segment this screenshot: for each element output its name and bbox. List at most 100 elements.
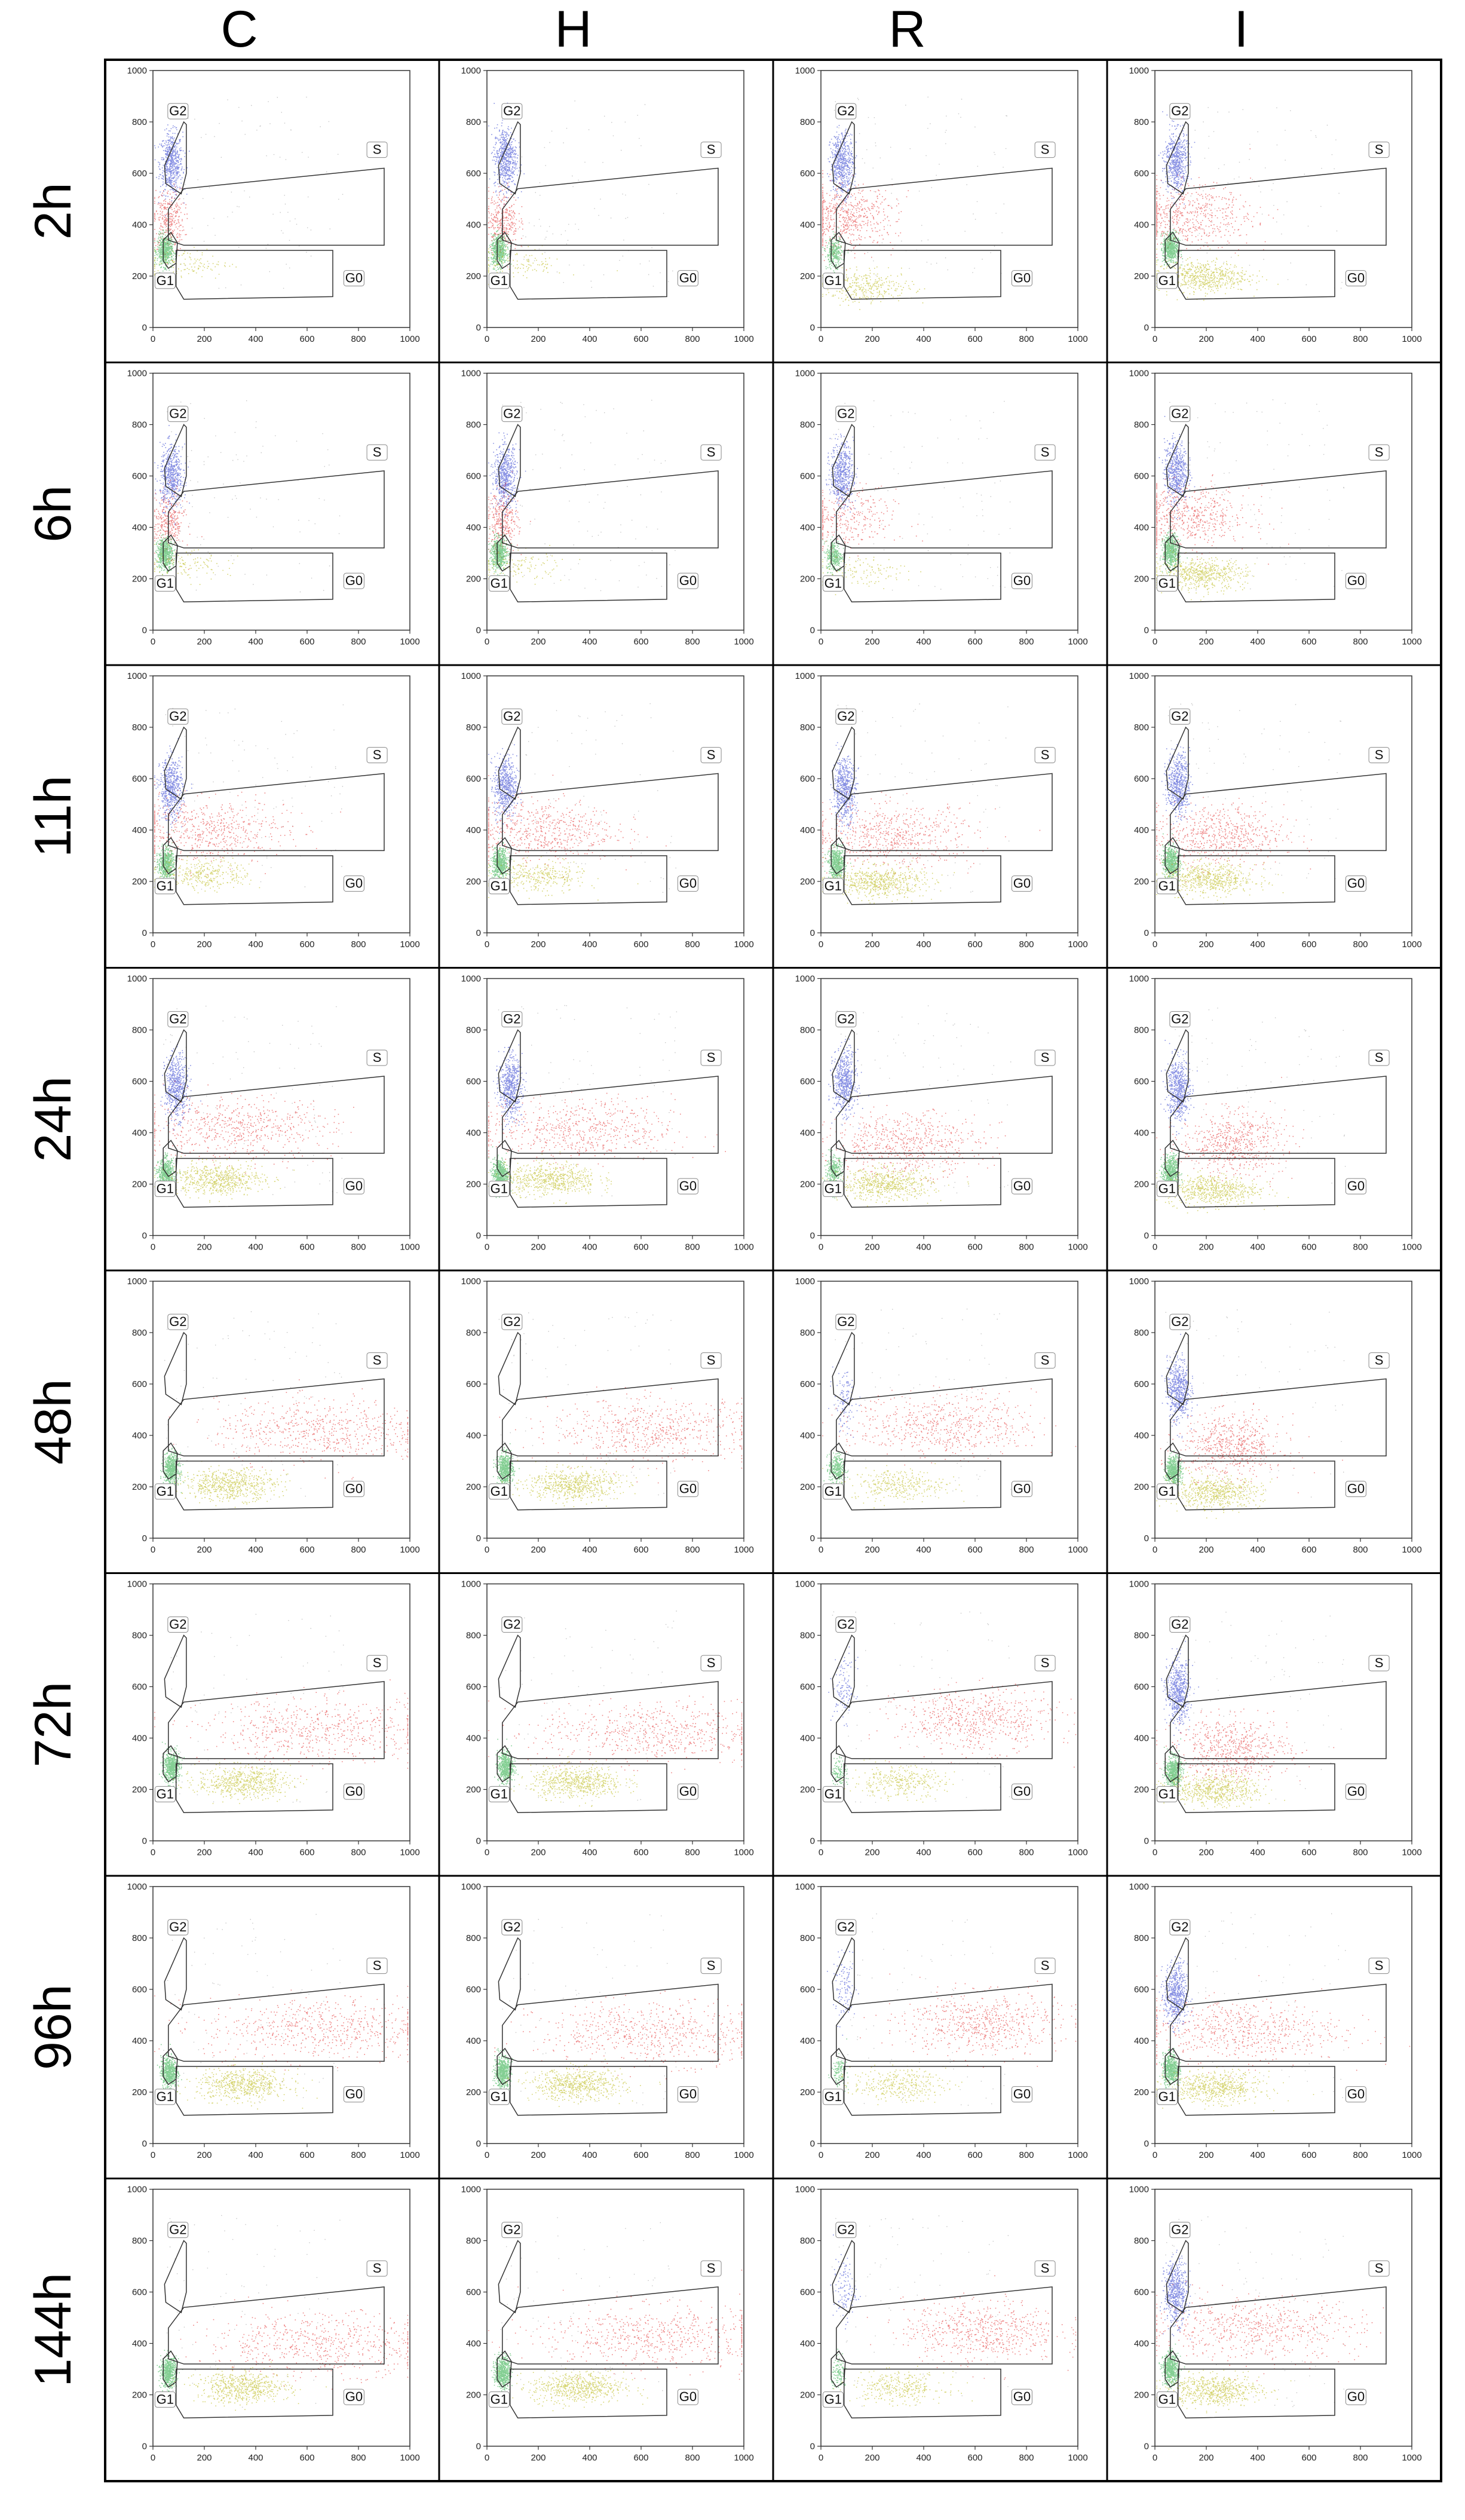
gate-g1	[1164, 534, 1180, 572]
gate-label-g0: G0	[1013, 2389, 1031, 2404]
x-tick-label: 1000	[734, 334, 753, 344]
gate-label-box	[677, 1481, 698, 1498]
y-tick-label: 600	[466, 471, 481, 482]
y-tick-label: 600	[1134, 1379, 1149, 1389]
x-tick-label: 1000	[1068, 939, 1087, 950]
y-tick-label: 800	[132, 722, 147, 733]
x-tick-label: 800	[685, 2453, 700, 2463]
y-tick-label: 0	[476, 2442, 481, 2452]
gate-g1	[163, 1745, 178, 1783]
panel-24h-c: 0 200 400 600 800 1000 0 200 400 600 800 1000 G2 S G1 G…	[104, 967, 440, 1272]
x-tick-label: 200	[865, 1242, 879, 1253]
gate-label-box	[366, 1352, 388, 1369]
y-tick-label: 0	[1144, 2139, 1149, 2149]
x-tick-label: 0	[485, 637, 489, 647]
panel-144h-r: 0 200 400 600 800 1000 0 200 400 600 800 1000 G2 S G1 G…	[772, 2178, 1108, 2482]
panel-96h-r: 0 200 400 600 800 1000 0 200 400 600 800 1000 G2 S G1 G…	[772, 1875, 1108, 2179]
population-g0	[842, 1758, 955, 1803]
column-header-r: R	[888, 1, 925, 58]
row-header-72h: 72h	[24, 1682, 82, 1768]
gate-g2	[1166, 424, 1189, 498]
x-tick-label: 600	[299, 637, 314, 647]
gate-label-s: S	[707, 445, 716, 460]
gate-label-box	[154, 575, 176, 592]
gate-label-box	[677, 1783, 698, 1800]
x-tick-label: 0	[485, 2453, 489, 2463]
y-tick-label: 600	[466, 169, 481, 179]
x-tick-label: 400	[916, 1242, 931, 1253]
gate-g1	[830, 1745, 846, 1783]
panel-72h-c: 0 200 400 600 800 1000 0 200 400 600 800 1000 G2 S G1 G…	[104, 1572, 440, 1877]
gate-label-g2: G2	[503, 406, 520, 421]
x-tick-label: 1000	[1068, 334, 1087, 344]
x-tick-label: 800	[351, 2453, 366, 2463]
gate-g2	[1166, 1634, 1189, 1708]
population-g1	[488, 225, 512, 275]
y-tick-label: 600	[800, 1077, 815, 1087]
gate-label-box	[1034, 1958, 1056, 1974]
y-tick-label: 200	[466, 1180, 481, 1190]
gate-label-g0: G0	[1013, 2087, 1031, 2102]
y-tick-label: 0	[1144, 1836, 1149, 1847]
gate-s	[168, 773, 385, 852]
y-tick-label: 0	[476, 626, 481, 636]
x-tick-label: 800	[1019, 2150, 1034, 2160]
gate-label-g2: G2	[837, 2222, 854, 2237]
population-g1	[160, 1447, 189, 1493]
gate-label-s: S	[373, 1655, 382, 1670]
gate-g1	[1164, 1745, 1180, 1783]
x-tick-label: 200	[1199, 1848, 1213, 1858]
x-tick-label: 0	[819, 1848, 823, 1858]
population-g1	[494, 1738, 519, 1791]
y-tick-label: 200	[132, 1785, 147, 1795]
gate-g0	[1177, 2066, 1335, 2116]
y-tick-label: 0	[810, 2442, 815, 2452]
y-tick-label: 400	[132, 1734, 147, 1744]
y-tick-label: 0	[1144, 323, 1149, 333]
x-tick-label: 800	[1019, 637, 1034, 647]
y-tick-label: 200	[466, 271, 481, 281]
gate-label-box	[1169, 1616, 1191, 1633]
gate-g1	[496, 837, 512, 875]
gate-label-box	[154, 2089, 176, 2105]
x-tick-label: 600	[967, 939, 982, 950]
gate-label-box	[700, 142, 722, 158]
gate-label-box	[1034, 2260, 1056, 2277]
y-tick-label: 400	[466, 825, 481, 835]
population-g0	[171, 1460, 291, 1508]
gate-label-box	[501, 1313, 523, 1330]
gate-g1	[830, 2047, 846, 2086]
gate-g1	[830, 1442, 846, 1480]
gate-label-s: S	[1375, 2261, 1384, 2276]
gate-label-box	[366, 2260, 388, 2277]
x-tick-label: 400	[582, 2150, 597, 2160]
y-tick-label: 800	[800, 1631, 815, 1641]
x-tick-label: 0	[151, 2453, 155, 2463]
gate-label-box	[1034, 1049, 1056, 1066]
gate-label-g0: G0	[679, 2389, 697, 2404]
y-tick-label: 200	[132, 574, 147, 584]
x-tick-label: 800	[351, 1242, 366, 1253]
x-tick-label: 1000	[1068, 1848, 1087, 1858]
gate-label-box	[822, 1786, 844, 1802]
y-tick-label: 800	[1134, 1631, 1149, 1641]
x-tick-label: 0	[819, 2150, 823, 2160]
y-tick-label: 1000	[1129, 1882, 1149, 1892]
gate-g2	[1166, 121, 1189, 195]
gate-label-box	[1011, 875, 1032, 892]
grid-border	[104, 59, 1442, 2482]
y-tick-label: 400	[132, 220, 147, 230]
gate-label-g1: G1	[825, 575, 842, 590]
gate-g0	[175, 552, 333, 602]
y-tick-label: 1000	[461, 369, 481, 379]
panel-2h-c: 0 200 400 600 800 1000 0 200 400 600 800 1000 G2 S G1 G…	[104, 59, 440, 363]
y-tick-label: 600	[466, 2288, 481, 2298]
y-tick-label: 400	[800, 1128, 815, 1138]
y-tick-label: 600	[1134, 471, 1149, 482]
x-tick-label: 800	[1353, 939, 1368, 950]
row-header-11h: 11h	[24, 776, 82, 858]
gate-g2	[498, 726, 521, 800]
gate-g0	[509, 2066, 667, 2116]
gate-g2	[498, 1029, 521, 1103]
gate-label-box	[1011, 270, 1032, 287]
